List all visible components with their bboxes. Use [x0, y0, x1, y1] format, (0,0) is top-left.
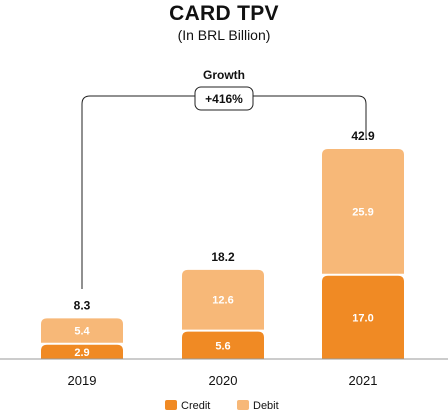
value-label-debit-2021: 25.9	[352, 206, 373, 218]
x-tick-2019: 2019	[68, 373, 97, 388]
legend: Credit Debit	[165, 400, 279, 412]
chart-title: CARD TPV	[169, 2, 279, 25]
value-label-debit-2020: 12.6	[212, 295, 233, 307]
value-label-debit-2019: 5.4	[74, 326, 90, 338]
total-label-2021: 42.9	[351, 129, 375, 143]
growth-annotation: Growth +416%	[81, 68, 367, 289]
bar-credit-2020	[182, 331, 264, 359]
legend-swatch-credit	[165, 400, 177, 410]
bar-debit-2019	[41, 318, 123, 343]
value-label-credit-2021: 17.0	[352, 312, 373, 324]
bars-layer: 2.9 5.4 8.3 5.6 12.6 18.2 17.0 25.9 42.9	[41, 129, 404, 359]
x-tick-2020: 2020	[209, 373, 238, 388]
bar-debit-2021	[322, 149, 404, 274]
bar-credit-2021	[322, 275, 404, 359]
growth-label: Growth	[203, 68, 245, 82]
legend-label-credit: Credit	[181, 400, 210, 412]
growth-bracket	[81, 95, 367, 289]
x-tick-labels: 2019 2020 2021	[68, 373, 378, 388]
bar-debit-2020	[182, 269, 264, 330]
total-label-2019: 8.3	[74, 298, 91, 312]
value-label-credit-2019: 2.9	[74, 347, 89, 359]
x-tick-2021: 2021	[349, 373, 378, 388]
growth-box	[194, 86, 254, 111]
bar-credit-2019	[41, 344, 123, 359]
legend-label-debit: Debit	[253, 400, 279, 412]
chart-subtitle: (In BRL Billion)	[177, 27, 271, 43]
value-label-credit-2020: 5.6	[215, 340, 230, 352]
legend-swatch-debit	[237, 400, 249, 410]
growth-value: +416%	[205, 92, 243, 106]
total-label-2020: 18.2	[211, 250, 235, 264]
